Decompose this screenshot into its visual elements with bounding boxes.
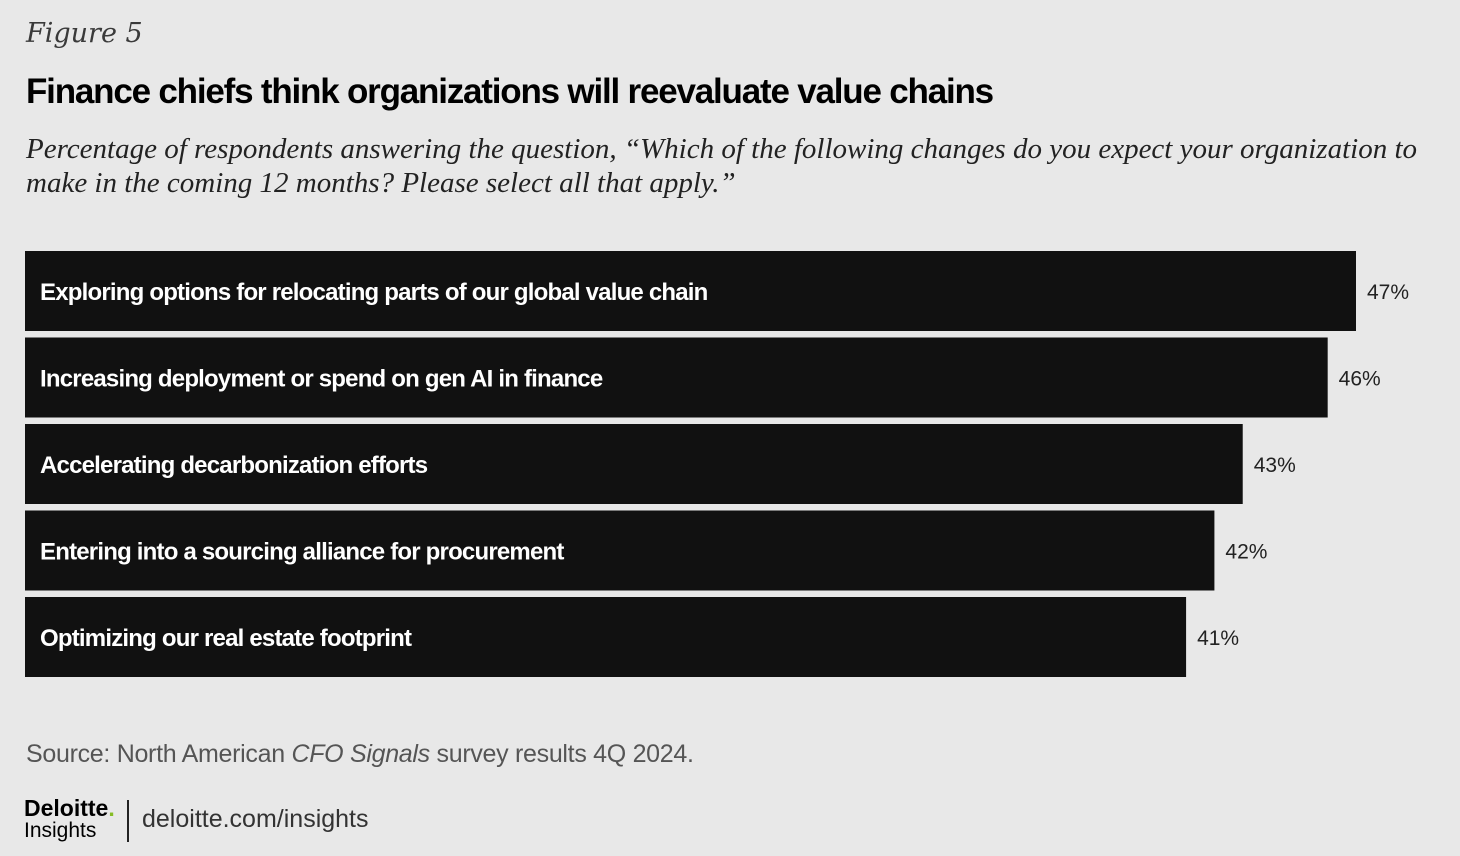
bar-value-label: 47% — [1367, 281, 1409, 304]
bar-value-label: 43% — [1254, 454, 1296, 477]
bar-value-label: 41% — [1197, 627, 1239, 650]
logo-divider — [127, 800, 129, 842]
source-suffix: survey results 4Q 2024. — [429, 740, 694, 768]
bar-1 — [25, 251, 1356, 331]
logo-dot: . — [108, 795, 115, 821]
source-prefix: Source: North American — [26, 740, 292, 768]
figure-label: Figure 5 — [26, 18, 143, 49]
bar-value-label: 46% — [1339, 368, 1381, 391]
bar-value-label: 42% — [1225, 541, 1267, 564]
bar-5 — [25, 597, 1187, 677]
bar-category-label: Optimizing our real estate footprint — [40, 625, 412, 652]
deloitte-logo: Deloitte. Insights — [24, 796, 115, 842]
chart-subtitle: Percentage of respondents answering the … — [26, 133, 1417, 199]
bar-chart: Exploring options for relocating parts o… — [25, 251, 1409, 677]
source-emphasis: CFO Signals — [291, 740, 430, 768]
bar-2 — [25, 337, 1328, 418]
bar-category-label: Exploring options for relocating parts o… — [40, 279, 708, 306]
bar-category-label: Entering into a sourcing alliance for pr… — [40, 539, 564, 566]
bar-4 — [25, 510, 1215, 591]
source-note: Source: North American CFO Signals surve… — [26, 740, 694, 769]
bar-3 — [25, 424, 1243, 504]
logo-sub-text: Insights — [24, 819, 97, 842]
bar-category-label: Increasing deployment or spend on gen AI… — [40, 366, 603, 393]
chart-title: Finance chiefs think organizations will … — [26, 72, 994, 111]
bar-category-label: Accelerating decarbonization efforts — [40, 452, 428, 479]
logo-main-text: Deloitte — [24, 795, 109, 821]
site-link[interactable]: deloitte.com/insights — [142, 805, 369, 833]
